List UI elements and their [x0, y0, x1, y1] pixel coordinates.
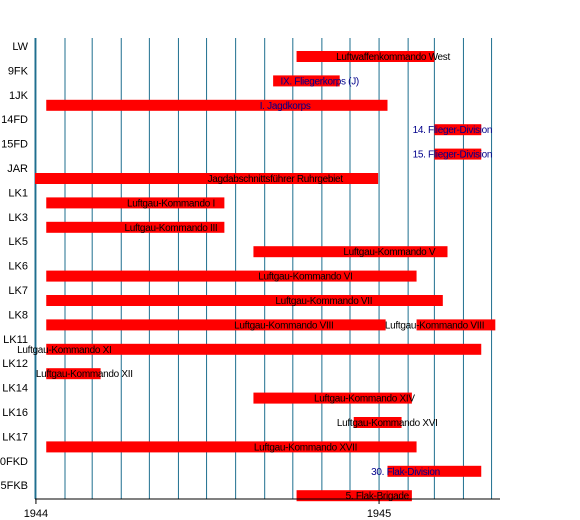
timeline-bar — [387, 465, 482, 477]
row-label: 30FKD — [0, 456, 28, 468]
row-label: 1JK — [9, 90, 29, 102]
bar-label: Luftgau-Kommando XI — [17, 345, 111, 356]
timeline-bar — [273, 75, 340, 87]
row-label: LK16 — [2, 407, 28, 419]
row-label: 14FD — [1, 114, 28, 126]
x-tick-label: 1945 — [367, 508, 391, 520]
timeline-bar — [296, 51, 435, 62]
timeline-bar — [434, 148, 482, 160]
x-axis: 1944 1945 — [24, 498, 500, 520]
timeline-bar — [253, 246, 448, 258]
row-label: LK7 — [8, 285, 28, 297]
bar-label: Jagdabschnittsführer Ruhrgebiet — [208, 174, 344, 185]
bar-label: I. Jagdkorps — [260, 101, 311, 112]
timeline-bar — [46, 221, 225, 233]
timeline-bar — [35, 173, 379, 184]
bar-label: Luftgau-Kommando XVII — [254, 442, 357, 453]
bar-label: Luftgau-Kommando XII — [36, 369, 133, 380]
timeline-bar — [353, 417, 402, 428]
bar-label: Luftgau-Kommando VIII — [234, 320, 333, 331]
bar-label: Luftgau-Kommando VI — [258, 272, 352, 283]
timeline-bar — [46, 343, 482, 355]
row-label: LW — [12, 41, 28, 53]
timeline-bar — [416, 319, 496, 331]
bar-label: Luftgau-Kommando VIII — [385, 320, 484, 331]
timeline-bar — [46, 441, 417, 453]
timeline-bar — [46, 99, 388, 111]
bar-label: 5. Flak-Brigade — [346, 491, 410, 502]
timeline-bar — [434, 124, 482, 136]
bar-label: 15. Flieger-Division — [413, 150, 493, 161]
row-label: LK3 — [8, 212, 28, 224]
row-label: LK6 — [8, 261, 28, 273]
timeline-bar — [46, 295, 443, 306]
bar-label: Luftwaffenkommando West — [336, 52, 450, 63]
bar-labels: Luftwaffenkommando West IX. Fliegerkorps … — [17, 52, 492, 502]
bar-label: Luftgau-Kommando V — [343, 247, 436, 258]
row-label: LK1 — [8, 187, 28, 199]
bar-label: Luftgau-Kommando I — [127, 198, 215, 209]
bar-label: IX. Fliegerkorps (J) — [280, 76, 358, 87]
timeline-bar — [46, 319, 386, 331]
timeline-bar — [253, 392, 412, 404]
row-label: LK14 — [2, 383, 28, 395]
bar-label: Luftgau-Kommando III — [124, 223, 217, 234]
bar-label: 30. Flak-Division — [371, 467, 440, 478]
row-label: LK8 — [8, 309, 28, 321]
row-label: LK17 — [2, 431, 28, 443]
x-tick-label: 1944 — [24, 508, 48, 520]
row-label: LK11 — [3, 334, 28, 346]
bar-label: Luftgau-Kommando VII — [275, 296, 372, 307]
bars — [35, 51, 496, 502]
bar-label: 14. Flieger-Division — [413, 125, 493, 136]
timeline-bar — [296, 490, 412, 502]
row-label: LK5 — [8, 236, 28, 248]
timeline-bar — [46, 270, 417, 282]
row-label: 9FK — [8, 65, 29, 77]
row-label: JAR — [7, 163, 28, 175]
timeline-bar — [46, 197, 225, 209]
bar-label: Luftgau-Kommando XVI — [337, 418, 438, 429]
row-label: 5FKB — [0, 480, 28, 492]
row-labels: LW 9FK 1JK 14FD 15FD JAR LK1 LK3 LK5 LK6 LK7 LK8 LK1… — [0, 41, 29, 492]
timeline-bar — [46, 368, 101, 380]
row-label: 15FD — [1, 139, 28, 151]
bar-label: Luftgau-Kommando XIV — [314, 394, 415, 405]
row-label: LK12 — [2, 358, 28, 370]
